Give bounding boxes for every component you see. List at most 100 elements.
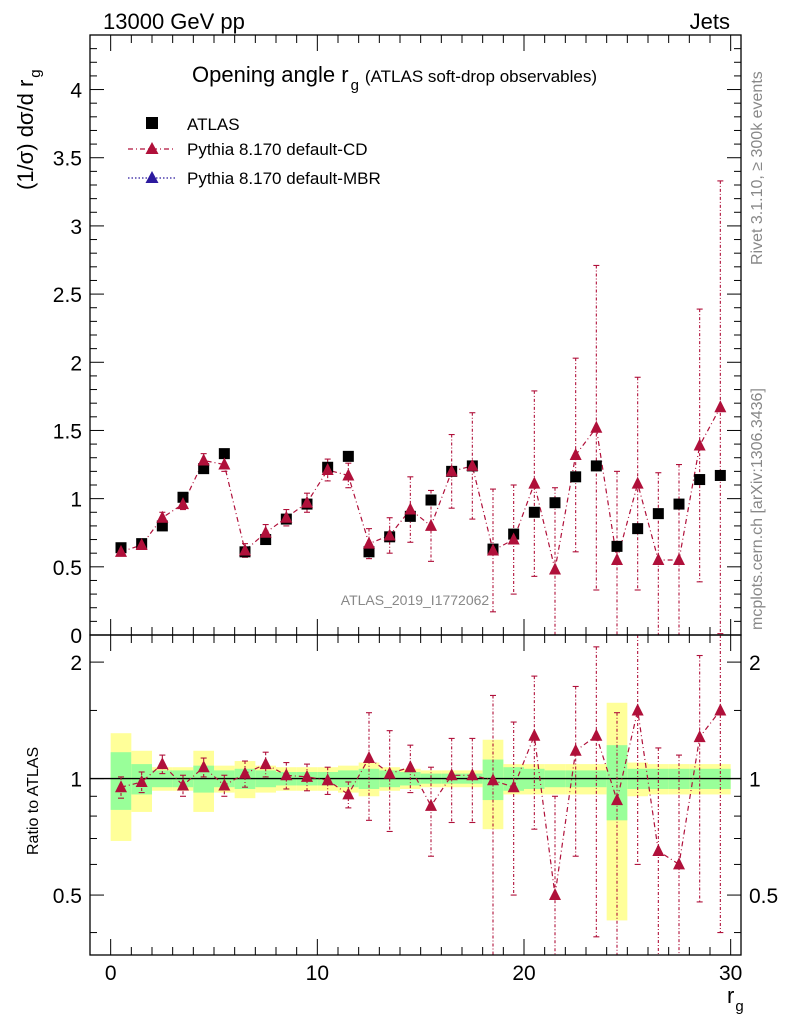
pythia-cd-point <box>259 525 272 538</box>
ratio-pythia-point <box>280 768 293 781</box>
ratio-pythia-point <box>239 766 251 779</box>
category-label: Jets <box>690 9 730 34</box>
main-ytick-label: 0 <box>70 625 82 648</box>
pythia-cd-point <box>631 476 644 489</box>
pythia-cd-point <box>507 532 520 545</box>
atlas-point <box>363 546 375 558</box>
pythia-cd-point <box>445 464 458 477</box>
ratio-pythia-point <box>342 787 355 800</box>
xtick-label: 10 <box>306 962 329 985</box>
atlas-point <box>652 508 664 520</box>
legend-label-mbr: Pythia 8.170 default-MBR <box>187 169 381 188</box>
chart-title-main: Opening angle r <box>192 62 349 87</box>
ratio-ylabel: Ratio to ATLAS <box>25 747 42 855</box>
ratio-pythia-point <box>549 888 561 901</box>
ratio-pythia-point <box>156 757 169 770</box>
ratio-pythia-point <box>631 703 644 716</box>
ratio-panel: 0 10 20 30 0.5 0.5 1 1 2 2 <box>53 634 778 985</box>
pythia-cd-point <box>321 463 334 475</box>
ratio-pythia-point <box>487 773 499 786</box>
ratio-ytick-label-right: 2 <box>749 652 761 675</box>
main-ytick-label: 4 <box>70 80 82 103</box>
ratio-pythia-point <box>135 774 148 787</box>
main-ytick-label: 1.5 <box>53 420 82 443</box>
pythia-cd-point <box>590 420 603 433</box>
ratio-frame <box>89 634 742 956</box>
ratio-pythia-point <box>590 728 603 741</box>
pythia-cd-point <box>280 510 293 523</box>
main-panel: 0 0.5 1 1.5 2 2.5 3 3.5 4 <box>53 34 742 648</box>
ratio-pythia-point <box>115 780 127 793</box>
pythia-cd-point <box>425 518 437 531</box>
ratio-band-green <box>606 745 628 821</box>
pythia-cd-point <box>363 536 375 549</box>
ratio-pythia-point <box>652 843 665 856</box>
ratio-pythia-point <box>363 751 375 764</box>
main-ylabel: (1/σ) dσ/d r g <box>13 69 44 190</box>
ratio-pythia-point <box>301 769 313 782</box>
ratio-pythia-point <box>259 757 272 770</box>
xlabel-text: r <box>727 983 734 1008</box>
ratio-pythia-point <box>445 768 458 781</box>
atlas-point <box>632 523 644 535</box>
ratio-pythia-point <box>528 728 541 741</box>
ratio-pythia-point <box>507 780 520 793</box>
atlas-point <box>549 497 561 509</box>
ratio-pythia-point <box>177 778 189 791</box>
ratio-pythia-line <box>120 710 721 896</box>
ratio-ytick-label-right: 0.5 <box>749 885 778 908</box>
legend-marker-atlas <box>146 117 158 129</box>
pythia-cd-point <box>528 476 541 489</box>
atlas-point <box>694 474 706 486</box>
ratio-pythia-point <box>425 798 437 811</box>
legend-label-atlas: ATLAS <box>187 115 240 134</box>
atlas-point <box>590 460 602 472</box>
atlas-point <box>404 510 416 522</box>
pythia-cd-point <box>693 438 706 451</box>
legend: ATLAS Pythia 8.170 default-CD Pythia 8.1… <box>128 115 381 188</box>
pythia-cd-point <box>342 468 355 481</box>
chart-title: Opening angle r g (ATLAS soft-drop observa… <box>192 62 597 94</box>
pythia-cd-point <box>404 502 417 515</box>
mcplots-label: mcplots.cern.ch [arXiv:1306.3436] <box>749 388 766 630</box>
atlas-point <box>218 448 230 460</box>
pythia-cd-point <box>135 538 148 550</box>
pythia-cd-point <box>239 543 251 556</box>
pythia-cd-point <box>549 562 561 575</box>
atlas-point <box>156 520 168 532</box>
ratio-pythia-point <box>611 793 623 806</box>
pythia-cd-point <box>673 553 685 565</box>
ratio-ytick-label-right: 1 <box>749 769 761 792</box>
ratio-pythia-point <box>404 760 417 773</box>
main-ytick-label: 1 <box>70 489 82 512</box>
pythia-cd-point <box>487 543 499 556</box>
ratio-pythia-point <box>383 766 396 779</box>
ratio-pythia-point <box>569 743 582 756</box>
rivet-label: Rivet 3.1.10, ≥ 300k events <box>749 71 766 265</box>
main-ytick-label: 3 <box>70 216 82 239</box>
main-ylabel-text: (1/σ) dσ/d r <box>13 80 38 190</box>
legend-marker-mbr <box>145 171 159 183</box>
analysis-watermark: ATLAS_2019_I1772062 <box>341 592 490 608</box>
ratio-pythia-point <box>714 703 727 716</box>
ratio-ytick-label: 2 <box>70 652 82 675</box>
ratio-pythia-point <box>466 768 479 781</box>
pythia-cd-point <box>611 553 623 565</box>
atlas-point <box>611 540 623 552</box>
pythia-cd-point <box>115 544 127 557</box>
energy-label: 13000 GeV pp <box>103 9 245 34</box>
pythia-cd-point <box>383 528 396 541</box>
pythia-cd-point <box>714 400 727 413</box>
atlas-point <box>673 498 685 510</box>
legend-label-cd: Pythia 8.170 default-CD <box>187 140 368 159</box>
atlas-point <box>198 463 210 475</box>
legend-marker-cd <box>145 142 159 154</box>
ratio-pythia-point <box>321 773 334 786</box>
xtick-label: 20 <box>512 962 535 985</box>
main-ytick-label: 3.5 <box>53 148 82 171</box>
atlas-point <box>260 534 272 546</box>
atlas-point <box>570 471 582 483</box>
atlas-point <box>342 450 354 462</box>
pythia-cd-point <box>197 453 210 466</box>
